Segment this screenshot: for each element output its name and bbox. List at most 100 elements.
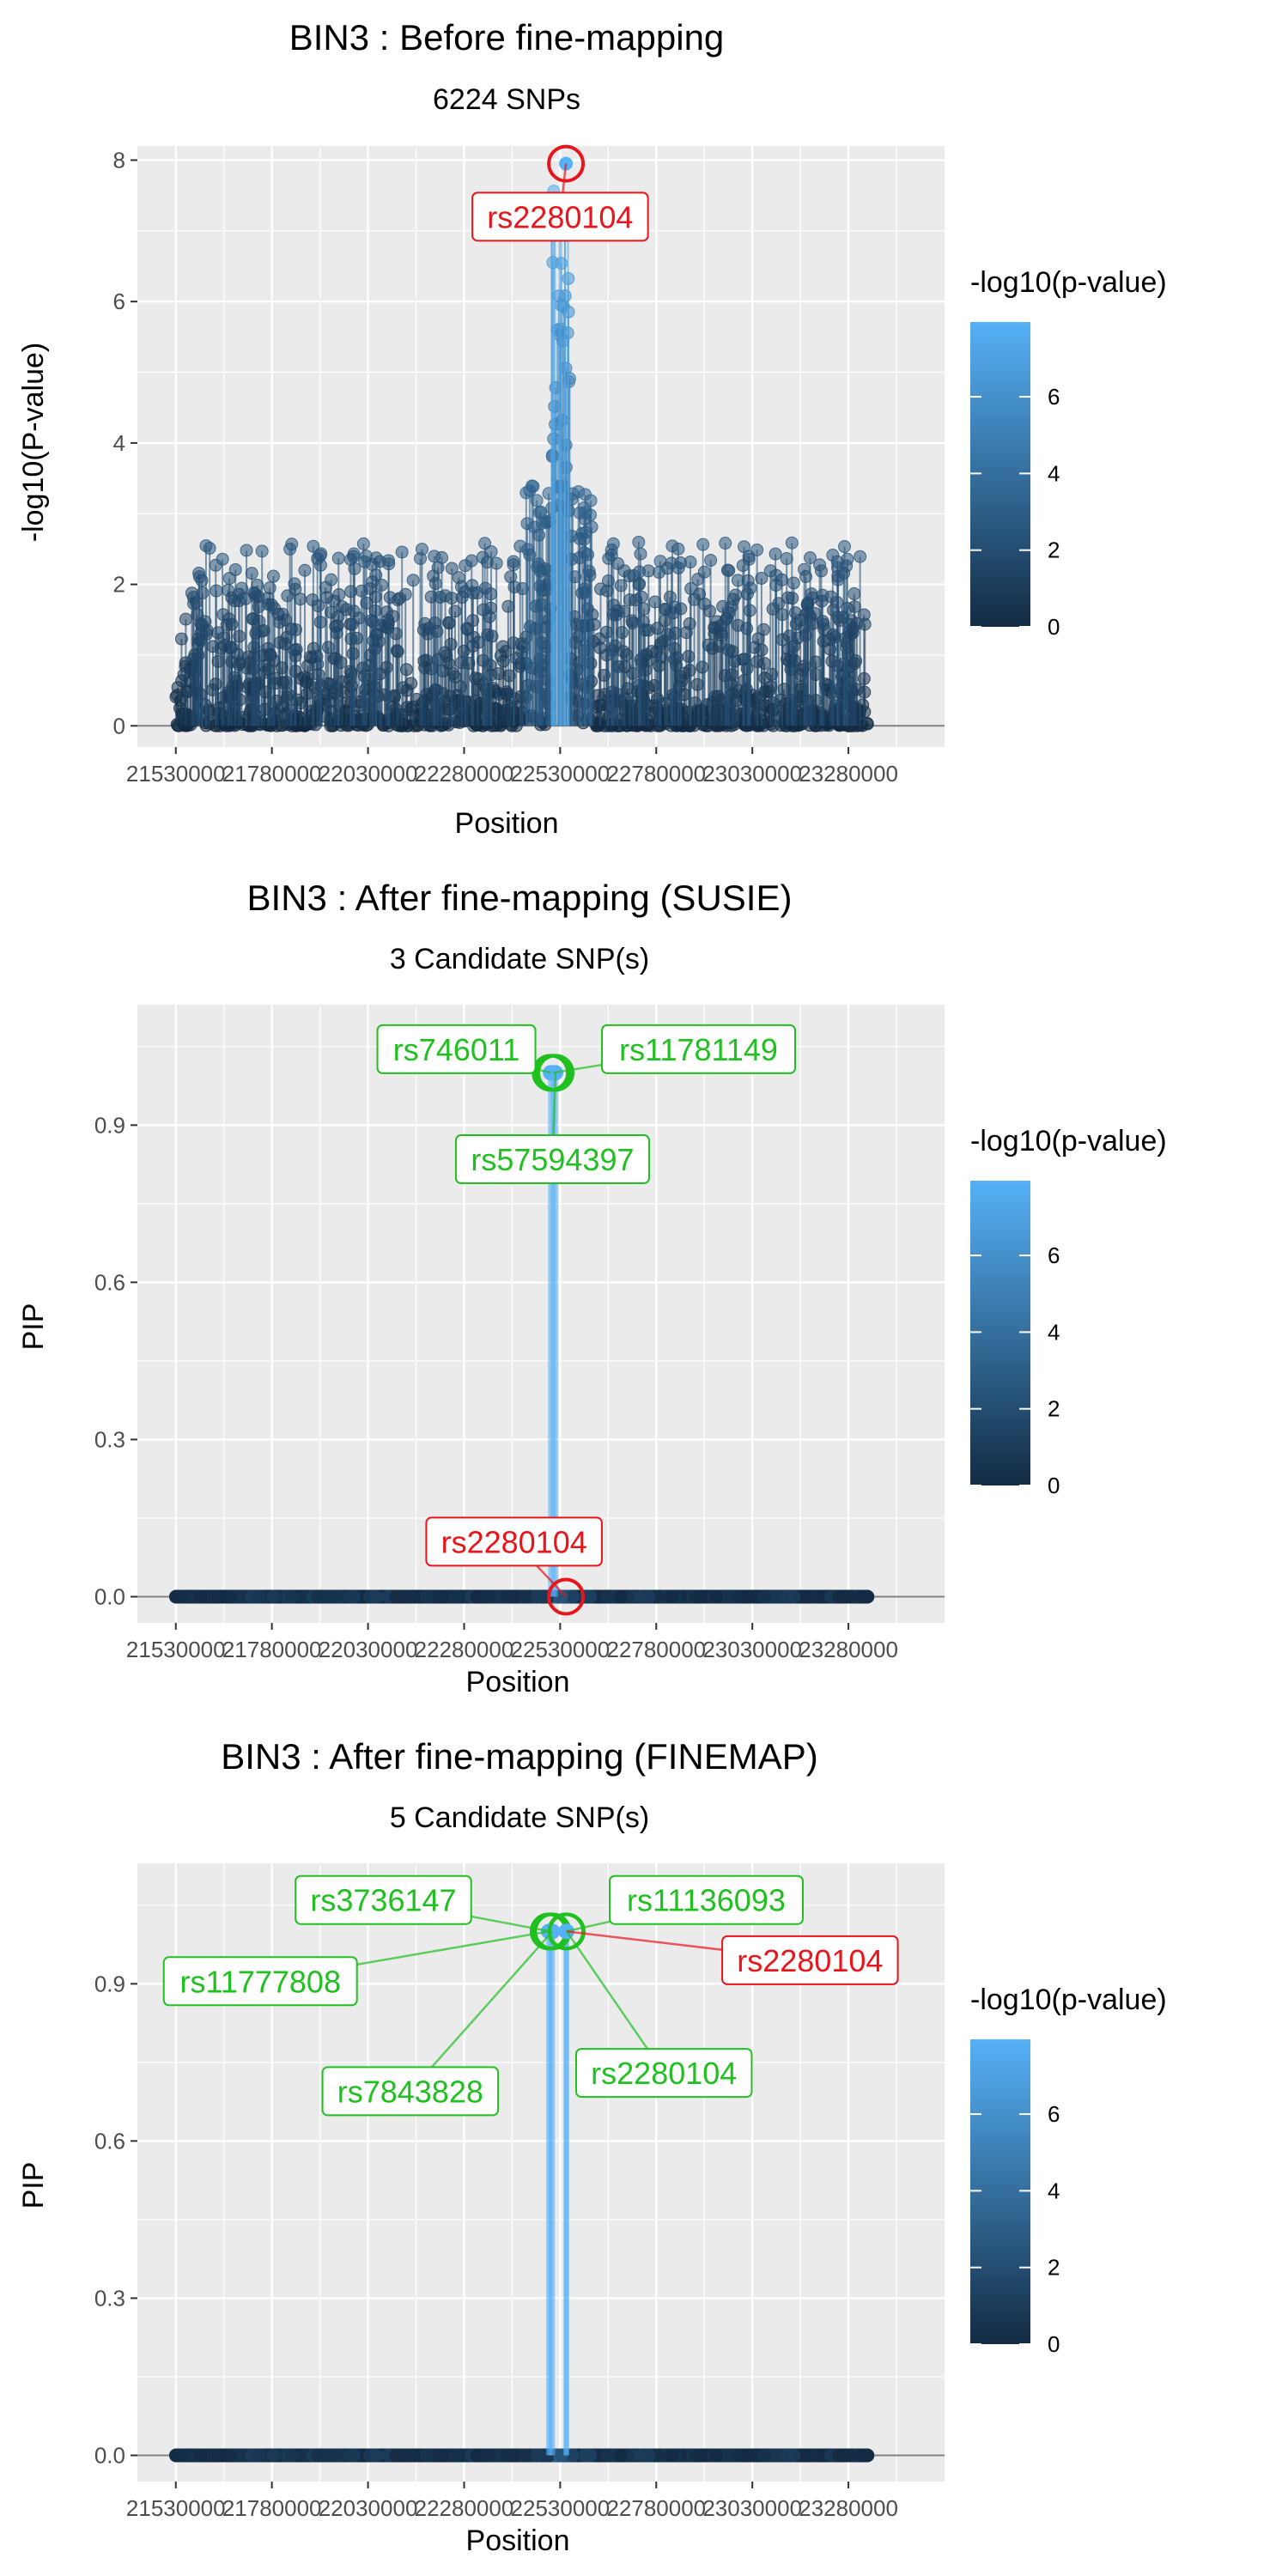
chart-before-finemapping: BIN3 : Before fine-mapping 6224 SNPs Pos… (17, 17, 1167, 840)
snp-point (298, 563, 312, 577)
y-tick-label: 4 (113, 430, 125, 456)
x-tick-label: 22030000 (319, 761, 418, 787)
snp-point (738, 540, 751, 554)
snp-point (400, 1589, 415, 1604)
colorbar (970, 1181, 1030, 1485)
y-tick-label: 6 (113, 289, 125, 314)
x-tick-label: 23280000 (799, 1637, 898, 1662)
label-box (454, 1134, 650, 1184)
snp-point (683, 556, 697, 569)
snp-label: rs2280104 (425, 1516, 603, 1598)
colorbar-legend: 0 2 4 6 (970, 322, 1060, 640)
snp-point (325, 573, 338, 586)
snp-point (826, 549, 840, 562)
snp-label: rs2280104 (471, 163, 649, 242)
snp-point (641, 1589, 656, 1604)
x-tick-label: 21780000 (222, 2495, 322, 2521)
snp-point (813, 558, 827, 572)
chart-subtitle: 5 Candidate SNP(s) (390, 1801, 649, 1834)
snp-point (194, 1589, 209, 1604)
snp-point (428, 550, 441, 563)
snp-point (445, 562, 459, 575)
x-tick-label: 22280000 (415, 2495, 514, 2521)
x-tick-label: 23030000 (702, 1637, 802, 1662)
chart-title: BIN3 : After fine-mapping (SUSIE) (247, 878, 793, 918)
label-box (425, 1516, 603, 1567)
x-tick-label: 21780000 (222, 761, 322, 787)
snp-point (854, 550, 867, 563)
colorbar-tick-label: 4 (1048, 460, 1060, 486)
snp-point (731, 1589, 745, 1604)
snp-point (266, 1589, 281, 1604)
snp-point (228, 562, 242, 576)
snp-point (395, 545, 409, 559)
snp-point (682, 649, 696, 663)
snp-point (841, 552, 854, 566)
x-tick-label: 23030000 (702, 761, 802, 787)
snp-point (719, 537, 732, 550)
snp-point (199, 539, 213, 553)
x-tick-label: 21530000 (126, 1637, 226, 1662)
snp-point (356, 537, 370, 550)
snp-point (653, 555, 667, 568)
colorbar-tick-label: 6 (1048, 1242, 1060, 1268)
snp-point (447, 1589, 461, 1604)
y-tick-label: 0.9 (94, 1112, 125, 1138)
snp-point (478, 537, 492, 550)
colorbar-tick-label: 4 (1048, 1319, 1060, 1345)
snp-point (696, 1589, 710, 1604)
label-text: rs746011 (393, 1032, 519, 1067)
snp-point (223, 1589, 238, 1604)
snp-point (530, 1589, 544, 1604)
colorbar (970, 322, 1030, 627)
legend-title: -log10(p-value) (970, 1125, 1167, 1157)
snp-point (321, 641, 335, 654)
snp-point (757, 1589, 772, 1604)
y-tick-label: 0.0 (94, 1583, 125, 1609)
y-tick-label: 0.6 (94, 1269, 125, 1295)
snp-point (704, 554, 718, 568)
snp-point (343, 1589, 358, 1604)
snp-point (798, 562, 811, 576)
x-tick-label: 21530000 (126, 2495, 226, 2521)
snp-point (857, 608, 871, 622)
snp-point (255, 544, 269, 558)
snp-label: rs57594397 (454, 1072, 650, 1184)
y-axis-label: PIP (17, 2162, 50, 2209)
x-tick-label: 22530000 (511, 2495, 611, 2521)
colorbar-tick-label: 2 (1048, 1396, 1060, 1422)
y-axis-label: PIP (17, 1303, 50, 1351)
snp-point (860, 1589, 875, 1604)
label-box (376, 1024, 537, 1074)
snp-point (769, 547, 782, 561)
chart-after-finemap: BIN3 : After fine-mapping (FINEMAP) 5 Ca… (17, 1736, 1167, 2557)
snp-point (816, 588, 829, 602)
snp-point (572, 485, 586, 499)
x-tick-label: 21780000 (222, 1637, 322, 1662)
x-tick-label: 22780000 (606, 1637, 706, 1662)
snp-point (504, 570, 518, 584)
snp-point (216, 552, 229, 566)
snp-point (513, 539, 527, 553)
snp-point (500, 1589, 514, 1604)
snp-point (347, 547, 361, 561)
snp-point (634, 547, 647, 561)
x-axis-label: Position (466, 1666, 570, 1698)
snp-point (415, 543, 428, 556)
snp-point (266, 569, 280, 583)
snp-point (284, 1589, 299, 1604)
snp-point (381, 554, 395, 568)
snp-point (192, 566, 206, 580)
x-axis-label: Position (466, 2524, 570, 2557)
colorbar-tick-label: 0 (1048, 614, 1060, 640)
snp-point (729, 588, 743, 602)
snp-point (663, 590, 677, 604)
label-layer: rs746011 rs11781149 rs57594397 rs2280104 (376, 1024, 797, 1598)
x-tick-label: 23280000 (799, 761, 898, 787)
x-tick-label: 22530000 (511, 1637, 611, 1662)
y-tick-label: 8 (113, 147, 125, 173)
snp-point (635, 590, 648, 604)
snp-point (697, 565, 711, 579)
snp-point (599, 1589, 614, 1604)
snp-point (421, 1589, 435, 1604)
